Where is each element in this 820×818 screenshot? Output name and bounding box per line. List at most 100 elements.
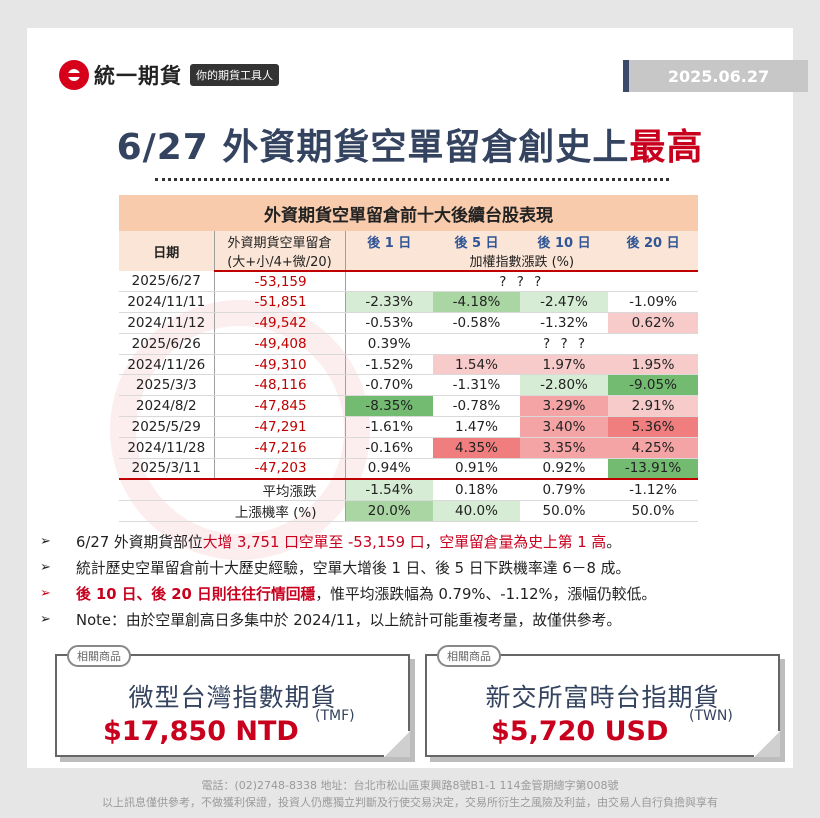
bullet-text: Note：由於空單創高日多集中於 2024/11，以上統計可能重複考量，故僅供參… bbox=[76, 611, 622, 629]
table-row: 2024/11/26 -49,310 -1.52% 1.54% 1.97% 1.… bbox=[119, 354, 699, 376]
up-d10: 50.0% bbox=[520, 500, 608, 522]
product-name: 微型台灣指數期貨 bbox=[128, 683, 337, 712]
cell-d5: 1.54% bbox=[433, 354, 520, 376]
table-row: 2024/11/11 -51,851 -2.33% -4.18% -2.47% … bbox=[119, 291, 699, 314]
avg-row: 平均漲跌 -1.54% 0.18% 0.79% -1.12% bbox=[119, 478, 699, 501]
header-after-1: 後 1 日 bbox=[345, 231, 433, 251]
table-row: 2025/6/27 -53,159 ? ? ? bbox=[119, 271, 699, 293]
page-fold-icon bbox=[384, 731, 410, 757]
cell-d5: -0.58% bbox=[433, 312, 520, 334]
cell-d1: -1.61% bbox=[345, 416, 433, 438]
cell-d20: 4.25% bbox=[608, 437, 699, 459]
up-d1: 20.0% bbox=[345, 500, 433, 522]
arrow-bullet-icon: ➢ bbox=[40, 559, 51, 575]
header-position: 外資期貨空單留倉 bbox=[214, 231, 346, 251]
header-after-20: 後 20 日 bbox=[608, 231, 699, 251]
cell-date: 2025/6/26 bbox=[119, 333, 215, 355]
table-row: 2025/3/3 -48,116 -0.70% -1.31% -2.80% -9… bbox=[119, 374, 699, 397]
product-price: $5,720 USD bbox=[491, 716, 669, 747]
cell-d20: -13.91% bbox=[608, 458, 699, 480]
cell-d5: 4.35% bbox=[433, 437, 520, 459]
arrow-bullet-icon: ➢ bbox=[40, 585, 51, 601]
bullet-text: 6/27 外資期貨部位大增 3,751 口空單至 -53,159 口，空單留倉量… bbox=[76, 533, 622, 551]
product-code: (TMF) bbox=[315, 708, 355, 724]
product-card-tmf[interactable]: 相關商品 微型台灣指數期貨 $17,850 NTD (TMF) bbox=[55, 645, 410, 757]
brand-name: 統一期貨 bbox=[94, 64, 182, 88]
cell-date: 2024/11/26 bbox=[119, 354, 215, 376]
cell-position: -49,310 bbox=[214, 354, 346, 376]
table-row: 2024/11/28 -47,216 -0.16% 4.35% 3.35% 4.… bbox=[119, 437, 699, 459]
arrow-bullet-icon: ➢ bbox=[40, 533, 51, 549]
cell-d1: -0.70% bbox=[345, 374, 433, 397]
bullet-list: ➢ 6/27 外資期貨部位大增 3,751 口空單至 -53,159 口，空單留… bbox=[40, 528, 800, 632]
bullet-item: ➢ 統計歷史空單留倉前十大歷史經驗，空單大增後 1 日、後 5 日下跌機率達 6… bbox=[40, 554, 800, 580]
table-row: 2024/8/2 -47,845 -8.35% -0.78% 3.29% 2.9… bbox=[119, 395, 699, 418]
footer: 電話：(02)2748-8338 地址：台北市松山區東興路8號B1-1 114金… bbox=[0, 777, 820, 811]
cell-date: 2025/5/29 bbox=[119, 416, 215, 438]
cell-d1: -1.52% bbox=[345, 354, 433, 376]
cell-d1: 0.39% bbox=[345, 333, 433, 355]
report-date: 2025.06.27 bbox=[623, 60, 808, 92]
page-title: 6/27 外資期貨空單留倉創史上最高 bbox=[0, 118, 820, 170]
brand-logo: 統一期貨 你的期貨工具人 bbox=[59, 60, 279, 90]
cell-d10: 3.35% bbox=[520, 437, 608, 459]
cell-d10: 3.40% bbox=[520, 416, 608, 438]
avg-label: 平均漲跌 bbox=[119, 478, 346, 501]
cell-d20: 2.91% bbox=[608, 395, 699, 418]
cell-position: -48,116 bbox=[214, 374, 346, 397]
header-index-change: 加權指數漲跌 (%) bbox=[345, 251, 699, 272]
cell-position: -51,851 bbox=[214, 291, 346, 314]
cell-d20: 5.36% bbox=[608, 416, 699, 438]
bullet-item: ➢ 後 10 日、後 20 日則往往行情回穩，惟平均漲跌幅為 0.79%、-1.… bbox=[40, 580, 800, 606]
product-price: $17,850 NTD bbox=[103, 716, 299, 747]
cell-d10: -1.32% bbox=[520, 312, 608, 334]
header-date: 日期 bbox=[119, 231, 215, 271]
up-prob-label: 上漲機率 (%) bbox=[119, 500, 346, 522]
avg-d20: -1.12% bbox=[608, 478, 699, 501]
up-prob-row: 上漲機率 (%) 20.0% 40.0% 50.0% 50.0% bbox=[119, 500, 699, 522]
product-code: (TWN) bbox=[689, 708, 733, 724]
cell-d1: -0.16% bbox=[345, 437, 433, 459]
cell-d1: -0.53% bbox=[345, 312, 433, 334]
avg-d5: 0.18% bbox=[433, 478, 520, 501]
cell-position: -47,845 bbox=[214, 395, 346, 418]
cell-d1: 0.94% bbox=[345, 458, 433, 480]
title-main: 6/27 外資期貨空單留倉創史上 bbox=[116, 127, 630, 168]
cell-position: -47,203 bbox=[214, 458, 346, 480]
bullet-text: 統計歷史空單留倉前十大歷史經驗，空單大增後 1 日、後 5 日下跌機率達 6－8… bbox=[76, 559, 631, 577]
title-divider bbox=[155, 178, 669, 181]
cell-d5: -4.18% bbox=[433, 291, 520, 314]
table-row: 2024/11/12 -49,542 -0.53% -0.58% -1.32% … bbox=[119, 312, 699, 334]
cell-position: -49,408 bbox=[214, 333, 346, 355]
table-row: 2025/3/11 -47,203 0.94% 0.91% 0.92% -13.… bbox=[119, 458, 699, 480]
stats-table-container: 外資期貨空單留倉前十大後續台股表現 日期 外資期貨空單留倉 後 1 日 後 5 … bbox=[119, 195, 699, 522]
header-position-formula: (大+小/4+微/20) bbox=[214, 251, 346, 272]
cell-d5: 0.91% bbox=[433, 458, 520, 480]
cell-date: 2025/3/11 bbox=[119, 458, 215, 480]
cell-date: 2024/8/2 bbox=[119, 395, 215, 418]
cell-position: -49,542 bbox=[214, 312, 346, 334]
brand-mark-icon bbox=[59, 60, 89, 90]
cell-d1: -2.33% bbox=[345, 291, 433, 314]
avg-d10: 0.79% bbox=[520, 478, 608, 501]
table-title: 外資期貨空單留倉前十大後續台股表現 bbox=[119, 195, 699, 231]
product-card-twn[interactable]: 相關商品 新交所富時台指期貨 $5,720 USD (TWN) bbox=[425, 645, 780, 757]
cell-d5: 1.47% bbox=[433, 416, 520, 438]
cell-d20: -9.05% bbox=[608, 374, 699, 397]
product-name: 新交所富時台指期貨 bbox=[485, 683, 720, 712]
bullet-text: 後 10 日、後 20 日則往往行情回穩，惟平均漲跌幅為 0.79%、-1.12… bbox=[76, 585, 657, 603]
cell-d10: 3.29% bbox=[520, 395, 608, 418]
cell-position: -53,159 bbox=[214, 271, 346, 293]
product-tag: 相關商品 bbox=[67, 645, 131, 667]
cell-position: -47,291 bbox=[214, 416, 346, 438]
avg-d1: -1.54% bbox=[345, 478, 433, 501]
cell-d10: 1.97% bbox=[520, 354, 608, 376]
bullet-item: ➢ 6/27 外資期貨部位大增 3,751 口空單至 -53,159 口，空單留… bbox=[40, 528, 800, 554]
footer-disclaimer: 以上訊息僅供參考，不做獲利保證，投資人仍應獨立判斷及行使交易決定，交易所衍生之風… bbox=[102, 796, 718, 809]
cell-d10: 0.92% bbox=[520, 458, 608, 480]
title-highlight: 最高 bbox=[629, 127, 704, 168]
cell-unknown: ? ? ? bbox=[433, 333, 699, 355]
cell-d5: -1.31% bbox=[433, 374, 520, 397]
cell-d10: -2.80% bbox=[520, 374, 608, 397]
arrow-bullet-icon: ➢ bbox=[40, 611, 51, 627]
